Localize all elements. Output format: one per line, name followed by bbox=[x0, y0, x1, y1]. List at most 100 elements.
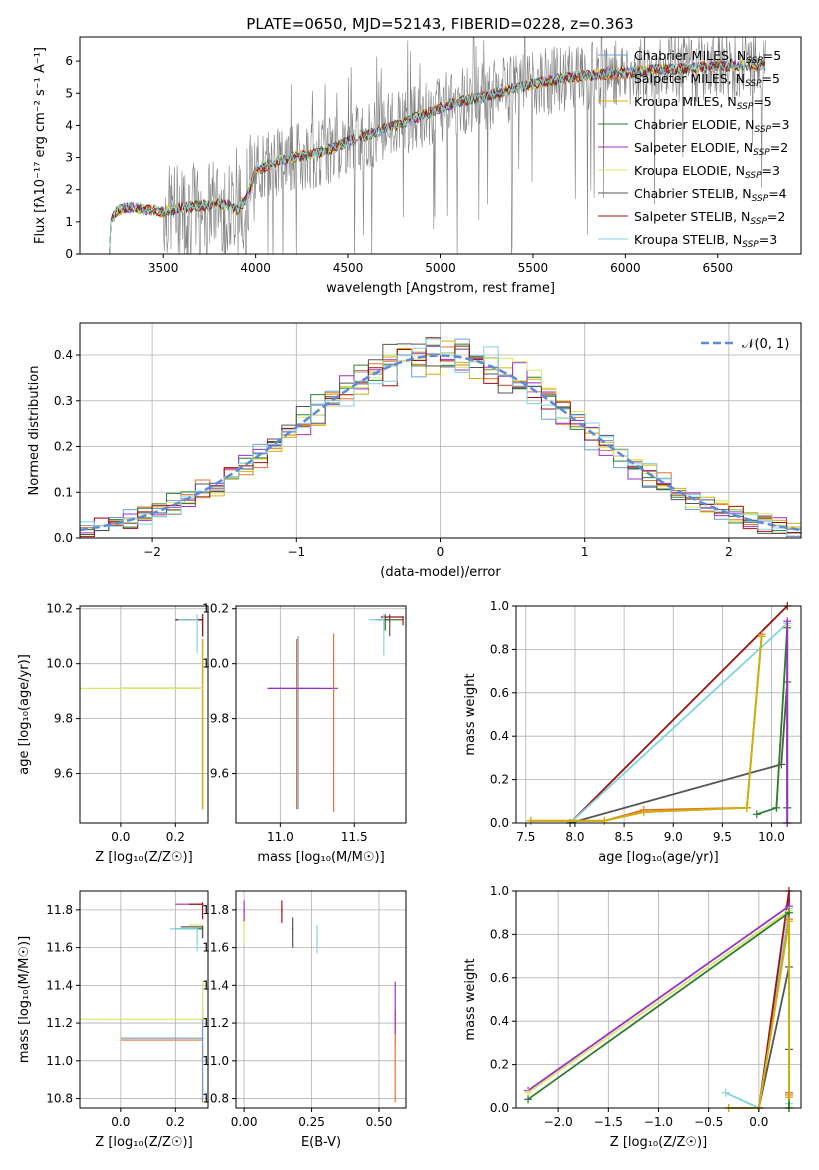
point-kroupa_stelib bbox=[196, 927, 198, 930]
y-tick-label: 11.6 bbox=[46, 941, 73, 955]
series-line-kroupa_miles bbox=[530, 636, 763, 822]
x-axis-label: mass [log₁₀(M/M☉)] bbox=[257, 850, 384, 865]
legend-label-main: Chabrier STELIB, N bbox=[634, 186, 752, 201]
x-tick-label: 6500 bbox=[703, 261, 734, 275]
y-tick-label: 6 bbox=[65, 54, 73, 68]
y-tick-label: 0.8 bbox=[490, 642, 509, 656]
y-tick-label: 0.0 bbox=[490, 816, 509, 830]
y-tick-label: 10.0 bbox=[202, 657, 229, 671]
y-tick-label: 11.4 bbox=[202, 978, 229, 992]
x-tick-label: 0.0 bbox=[111, 830, 130, 844]
y-axis-label: mass weight bbox=[463, 673, 478, 755]
series-line-chabrier_stelib bbox=[569, 681, 789, 824]
y-tick-label: 1 bbox=[65, 215, 73, 229]
legend-label: Kroupa ELODIE, NSSP=3 bbox=[634, 163, 780, 181]
y-tick-label: 0.3 bbox=[54, 394, 73, 408]
y-tick-label: 11.8 bbox=[46, 903, 73, 917]
legend-label-tail: =5 bbox=[753, 94, 771, 109]
point-salpeter_elodie bbox=[243, 910, 245, 913]
x-tick-label: 0.50 bbox=[366, 1115, 393, 1129]
y-tick-label: 10.2 bbox=[202, 602, 229, 616]
legend-label-sub: SSP bbox=[742, 240, 759, 250]
x-tick-label: −2.0 bbox=[544, 1115, 573, 1129]
x-tick-label: 0.00 bbox=[231, 1115, 258, 1129]
series-line-salpeter_stelib bbox=[569, 605, 788, 824]
x-tick-label: −0.5 bbox=[694, 1115, 723, 1129]
x-axis-label: Z [log₁₀(Z/Z☉)] bbox=[95, 1135, 192, 1150]
y-tick-label: 9.8 bbox=[54, 712, 73, 726]
x-axis-label: age [log₁₀(age/yr)] bbox=[598, 850, 719, 865]
point-kroupa_elodie bbox=[243, 924, 245, 926]
y-tick-label: 0 bbox=[65, 247, 73, 261]
legend-label-sub: SSP bbox=[745, 79, 762, 89]
y-tick-label: 2 bbox=[65, 183, 73, 197]
legend-label-tail: =3 bbox=[762, 163, 780, 178]
age_vs_mass-panel: 11.0 11.5 9.6 9.8 10.0 10.2 mass [log₁₀(M/M☉)] bbox=[202, 602, 407, 865]
legend-label-tail: =3 bbox=[759, 232, 777, 247]
legend-label: Chabrier MILES, NSSP=5 bbox=[634, 48, 781, 66]
series-line-salpeter_elodie bbox=[527, 905, 790, 1092]
legend-label-sub: SSP bbox=[752, 194, 769, 204]
x-tick-label: 10.0 bbox=[758, 830, 785, 844]
y-tick-label: 10.8 bbox=[46, 1092, 73, 1106]
point-kroupa_elodie bbox=[201, 924, 204, 926]
legend-label-main: Kroupa STELIB, N bbox=[634, 232, 742, 247]
residuals-panel: −2 −1 0 1 2 0.0 0.1 0.2 0.3 0.4 (data-model)/error… bbox=[27, 322, 802, 580]
y-tick-label: 0.6 bbox=[490, 686, 509, 700]
x-axis-label: E(B-V) bbox=[301, 1135, 341, 1150]
y-axis-label: Flux [fλ10⁻¹⁷ erg cm⁻² s⁻¹ A⁻¹] bbox=[33, 47, 48, 244]
axes-frame bbox=[79, 890, 209, 1109]
x-tick-label: 0.25 bbox=[298, 1115, 325, 1129]
x-tick-label: 5500 bbox=[518, 261, 549, 275]
y-tick-label: 1.0 bbox=[490, 599, 509, 613]
histogram-kroupa_stelib bbox=[80, 338, 801, 537]
age_vs_Z-panel: 0.0 0.2 9.6 9.8 10.0 10.2 Z [log₁₀(Z/Z☉)] age [… bbox=[17, 602, 209, 865]
legend-label-sub: SSP bbox=[746, 56, 763, 66]
point-kroupa_stelib bbox=[196, 618, 198, 621]
x-tick-label: 0.2 bbox=[166, 1115, 185, 1129]
legend-label-sub: SSP bbox=[750, 217, 767, 227]
point-salpeter_elodie bbox=[394, 1014, 397, 1017]
x-tick-label: 3500 bbox=[148, 261, 179, 275]
y-tick-label: 11.0 bbox=[46, 1054, 73, 1068]
x-tick-label: 8.0 bbox=[565, 830, 584, 844]
y-axis-label: mass weight bbox=[463, 958, 478, 1040]
legend-label: Salpeter STELIB, NSSP=2 bbox=[634, 209, 785, 227]
point-salpeter_elodie bbox=[297, 687, 299, 690]
x-tick-label: 1 bbox=[581, 545, 589, 559]
point-salpeter_stelib bbox=[402, 616, 404, 618]
x-tick-label: 11.0 bbox=[267, 830, 294, 844]
mass_vs_Z-panel: 0.0 0.2 10.8 11.0 11.2 11.4 11.6 11.8 Z [log₁₀(Z… bbox=[17, 890, 209, 1150]
y-tick-label: 9.6 bbox=[54, 767, 73, 781]
series-line-chabrier_stelib bbox=[758, 966, 790, 1109]
y-tick-label: 11.2 bbox=[202, 1016, 229, 1030]
x-tick-label: 4500 bbox=[333, 261, 364, 275]
point-chabrier_stelib bbox=[201, 926, 204, 928]
legend-label-main: Chabrier MILES, N bbox=[634, 48, 746, 63]
y-tick-label: 11.6 bbox=[202, 941, 229, 955]
point-salpeter_stelib bbox=[281, 910, 283, 913]
y-tick-label: 9.6 bbox=[210, 767, 229, 781]
x-tick-label: 9.5 bbox=[713, 830, 732, 844]
y-tick-label: 10.8 bbox=[202, 1092, 229, 1106]
legend-label-tail: =4 bbox=[768, 186, 786, 201]
legend-label: Chabrier STELIB, NSSP=4 bbox=[634, 186, 787, 204]
series-line-chabrier_elodie bbox=[756, 627, 789, 823]
legend-label-sub: SSP bbox=[754, 125, 771, 135]
legend-label-sub: SSP bbox=[737, 102, 754, 112]
x-tick-label: 0.2 bbox=[166, 830, 185, 844]
x-tick-label: 7.5 bbox=[516, 830, 535, 844]
legend-label: Kroupa STELIB, NSSP=3 bbox=[634, 232, 777, 250]
series-line-chabrier_miles bbox=[530, 636, 763, 822]
legend-label-main: Kroupa ELODIE, N bbox=[634, 163, 745, 178]
mass_vs_ebv-panel: 0.00 0.25 0.50 10.8 11.0 11.2 11.4 11.6 11.8 E(B-… bbox=[202, 890, 407, 1150]
x-tick-label: −1 bbox=[287, 545, 305, 559]
point-kroupa_elodie bbox=[201, 1018, 204, 1021]
y-axis-label: mass [log₁₀(M/M☉)] bbox=[17, 936, 32, 1063]
y-tick-label: 3 bbox=[65, 151, 73, 165]
model-line-salpeter_stelib bbox=[109, 58, 766, 254]
y-tick-label: 0.4 bbox=[490, 1014, 509, 1028]
axes-frame bbox=[235, 605, 407, 824]
y-axis-label: Normed distribution bbox=[27, 366, 42, 496]
